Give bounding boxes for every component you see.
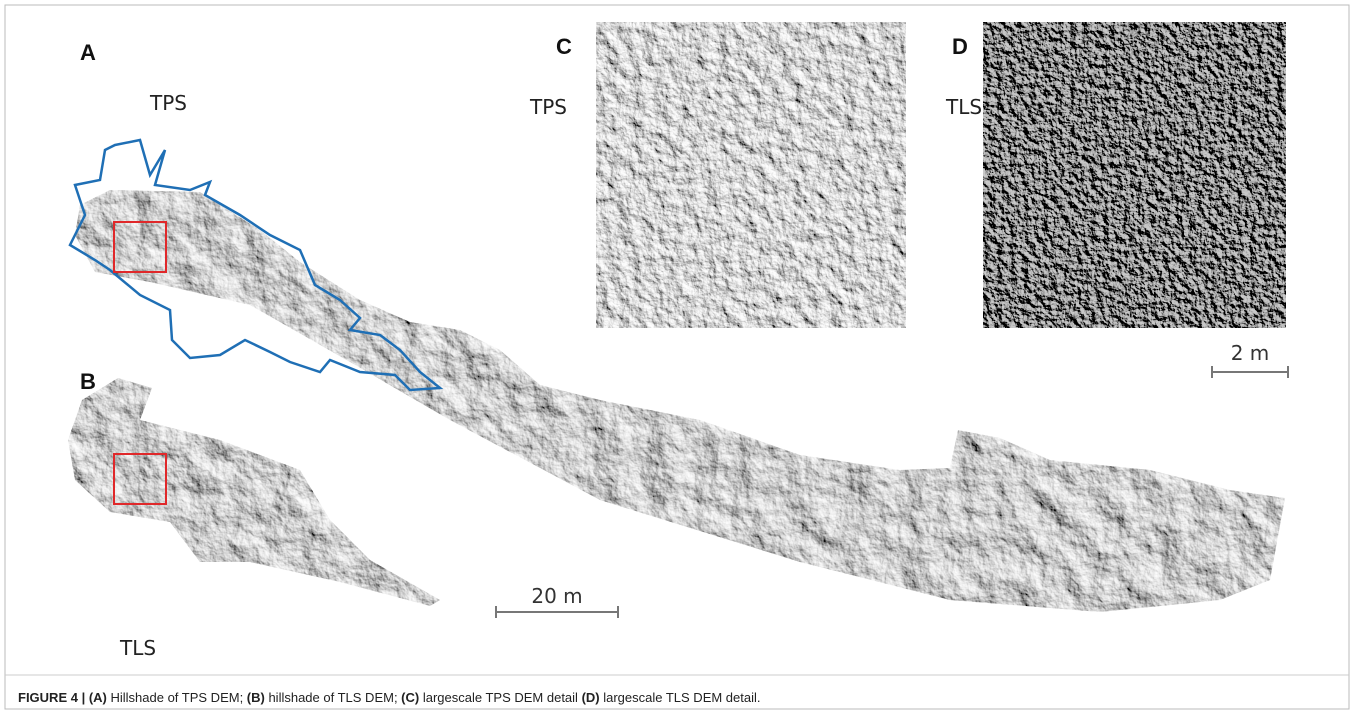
scale-label: 20 m: [531, 584, 582, 608]
tls-hillshade: [68, 378, 440, 606]
caption-segment: (B): [247, 690, 265, 705]
panel-letter: A: [80, 40, 96, 65]
scale-bar: [1212, 366, 1288, 378]
panel-letter: B: [80, 369, 96, 394]
caption: FIGURE 4 | (A) Hillshade of TPS DEM; (B)…: [18, 690, 761, 705]
tls-detail: [983, 22, 1286, 328]
caption-segment: largescale TLS DEM detail.: [600, 690, 761, 705]
panel-label: TLS: [119, 636, 156, 660]
panel-label: TPS: [529, 95, 567, 119]
caption-segment: (D): [582, 690, 600, 705]
scale-label: 2 m: [1231, 341, 1270, 365]
caption-segment: Hillshade of TPS DEM;: [107, 690, 247, 705]
tps-detail: [596, 22, 906, 328]
caption-segment: largescale TPS DEM detail: [419, 690, 581, 705]
caption-segment: hillshade of TLS DEM;: [265, 690, 401, 705]
figure: A TPS B TLS C TPS D TLS 20 m 2 m: [0, 0, 1354, 716]
caption-segment: FIGURE 4 | (A): [18, 690, 107, 705]
panel-letter: D: [952, 34, 968, 59]
caption-segment: (C): [401, 690, 419, 705]
panel-label: TPS: [149, 91, 187, 115]
panel-label: TLS: [945, 95, 982, 119]
page: A TPS B TLS C TPS D TLS 20 m 2 m FIGURE …: [0, 0, 1354, 716]
panel-letter: C: [556, 34, 572, 59]
